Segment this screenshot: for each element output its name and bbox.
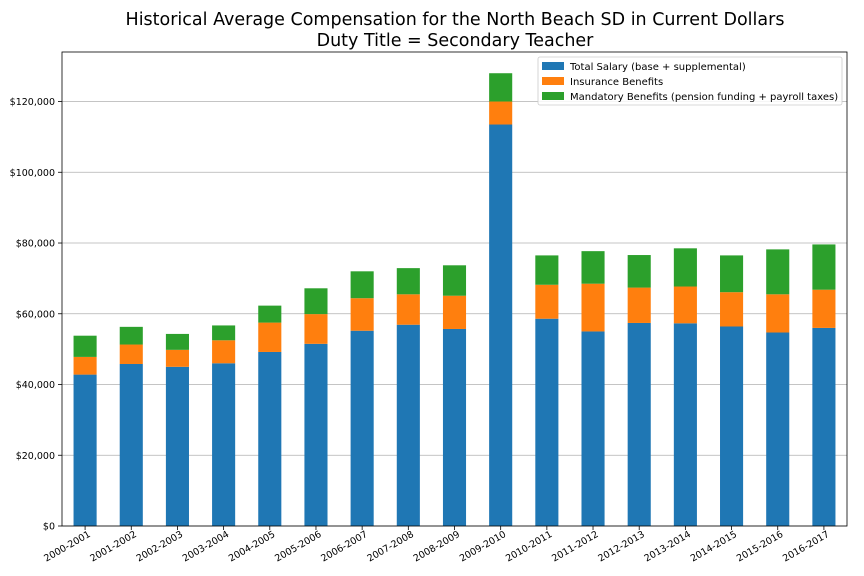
y-tick-label: $80,000	[16, 239, 55, 250]
bar-segment	[489, 101, 513, 125]
bar-segment	[304, 314, 328, 344]
bar-segment	[442, 265, 467, 296]
legend-swatch	[542, 62, 564, 70]
bar-segment	[73, 335, 97, 357]
x-tick-label: 2009-2010	[458, 529, 508, 564]
bar-segment	[396, 294, 420, 325]
bar-segment	[442, 328, 467, 526]
y-tick-label: $40,000	[16, 380, 55, 391]
bar-segment	[258, 351, 282, 526]
bar-segment	[119, 363, 143, 526]
bar-segment	[627, 322, 651, 526]
legend: Total Salary (base + supplemental) Insura…	[537, 56, 843, 106]
bar-segment	[720, 255, 744, 293]
bar-segment	[627, 255, 651, 288]
x-tick-label: 2004-2005	[227, 529, 277, 564]
legend-label: Mandatory Benefits (pension funding + pa…	[570, 92, 838, 103]
bar-segment	[766, 332, 790, 526]
x-tick-label: 2012-2013	[596, 529, 646, 564]
bar-segment	[165, 333, 189, 350]
x-tick-label: 2007-2008	[365, 529, 415, 564]
bar-segment	[350, 298, 374, 331]
x-tick-label: 2000-2001	[42, 529, 92, 564]
bars	[73, 73, 836, 526]
x-axis: 2000-20012001-20022002-20032003-20042004…	[42, 526, 831, 564]
bar-segment	[396, 268, 420, 295]
x-tick-label: 2001-2002	[88, 529, 138, 564]
y-tick-label: $120,000	[10, 97, 55, 108]
bar-segment	[442, 295, 467, 329]
bar-segment	[304, 343, 328, 526]
bar-segment	[812, 289, 836, 328]
x-tick-label: 2008-2009	[412, 529, 462, 564]
legend-box	[537, 56, 843, 106]
x-tick-label: 2015-2016	[735, 529, 785, 564]
bar-segment	[119, 326, 143, 345]
bar-segment	[165, 349, 189, 367]
bar-segment	[766, 249, 790, 295]
bar-segment	[212, 363, 236, 526]
bar-segment	[489, 73, 513, 102]
bar-segment	[812, 244, 836, 290]
x-tick-label: 2006-2007	[319, 529, 369, 564]
bar-segment	[720, 326, 744, 526]
x-tick-label: 2013-2014	[643, 529, 693, 564]
bar-segment	[350, 271, 374, 299]
bar-segment	[627, 287, 651, 323]
legend-label: Insurance Benefits	[570, 77, 663, 88]
x-tick-label: 2011-2012	[550, 529, 600, 564]
bar-segment	[258, 305, 282, 323]
y-tick-label: $20,000	[16, 451, 55, 462]
bar-segment	[812, 327, 836, 526]
bar-segment	[350, 330, 374, 526]
bar-segment	[258, 322, 282, 352]
bar-segment	[581, 251, 605, 284]
bar-segment	[535, 284, 559, 319]
y-axis: $0 $20,000 $40,000 $60,000 $80,000 $100,000 $1…	[10, 97, 62, 533]
bar-segment	[720, 292, 744, 327]
bar-segment	[73, 356, 97, 375]
bar-segment	[581, 283, 605, 332]
x-tick-label: 2010-2011	[504, 529, 554, 564]
legend-swatch	[542, 92, 564, 100]
bar-segment	[119, 344, 143, 364]
bar-segment	[673, 286, 697, 324]
bar-segment	[673, 248, 697, 287]
y-tick-label: $100,000	[10, 168, 55, 179]
bar-segment	[535, 318, 559, 526]
y-tick-label: $60,000	[16, 309, 55, 320]
x-tick-label: 2016-2017	[781, 529, 831, 564]
bar-segment	[396, 324, 420, 526]
bar-segment	[673, 323, 697, 526]
bar-segment	[304, 288, 328, 315]
bar-segment	[581, 331, 605, 526]
bar-segment	[212, 340, 236, 364]
x-tick-label: 2005-2006	[273, 529, 323, 564]
x-tick-label: 2003-2004	[181, 529, 231, 564]
chart-subtitle: Duty Title = Secondary Teacher	[317, 31, 595, 51]
bar-segment	[212, 325, 236, 341]
y-tick-label: $0	[43, 522, 55, 533]
chart-title: Historical Average Compensation for the …	[126, 10, 785, 30]
legend-label: Total Salary (base + supplemental)	[569, 62, 746, 73]
bar-segment	[489, 124, 513, 526]
bar-segment	[535, 255, 559, 285]
bar-segment	[165, 366, 189, 526]
x-tick-label: 2002-2003	[135, 529, 185, 564]
bar-segment	[766, 294, 790, 333]
legend-swatch	[542, 77, 564, 85]
x-tick-label: 2014-2015	[689, 529, 739, 564]
bar-segment	[73, 374, 97, 526]
